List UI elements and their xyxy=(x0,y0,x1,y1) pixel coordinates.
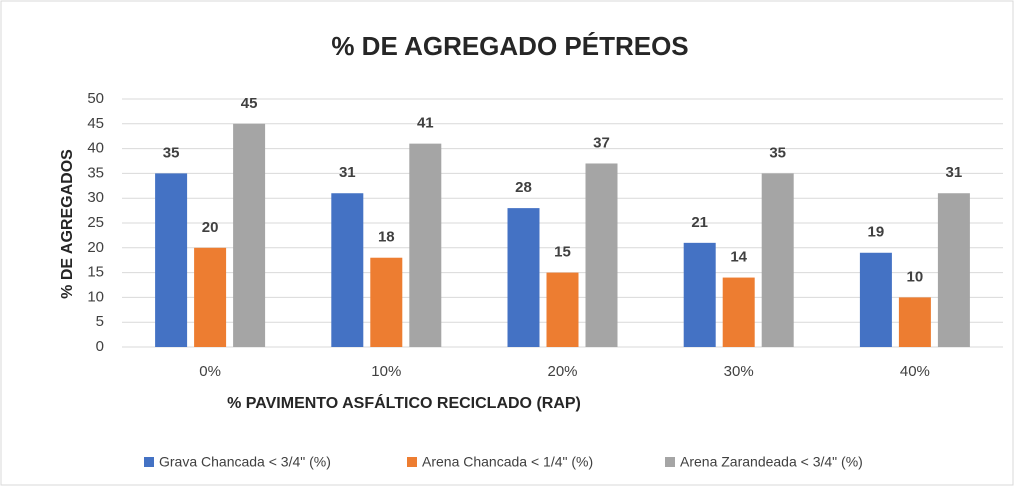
bar xyxy=(546,272,579,347)
y-axis-label: % DE AGREGADOS xyxy=(59,149,76,299)
legend-swatch xyxy=(665,457,675,467)
data-label: 15 xyxy=(554,244,571,261)
legend-label: Arena Chancada < 1/4" (%) xyxy=(422,454,593,470)
data-label: 20 xyxy=(202,219,219,236)
bar xyxy=(194,247,227,347)
bar xyxy=(722,277,755,347)
legend-swatch xyxy=(144,457,154,467)
y-tick-label: 15 xyxy=(87,264,104,281)
data-label: 18 xyxy=(378,229,395,246)
y-tick-label: 5 xyxy=(96,313,104,330)
data-label: 31 xyxy=(946,164,963,181)
legend-label: Arena Zarandeada < 3/4" (%) xyxy=(680,454,863,470)
y-tick-label: 45 xyxy=(87,115,104,132)
y-tick-label: 25 xyxy=(87,214,104,231)
bar xyxy=(761,173,794,347)
y-tick-label: 50 xyxy=(87,90,104,107)
bar xyxy=(859,252,892,347)
y-tick-label: 35 xyxy=(87,164,104,181)
bar xyxy=(155,173,188,347)
bar xyxy=(409,143,442,347)
bar xyxy=(507,208,540,347)
data-label: 35 xyxy=(163,144,180,161)
x-tick-label: 10% xyxy=(371,363,401,380)
y-tick-label: 20 xyxy=(87,239,104,256)
bar xyxy=(898,297,931,347)
data-label: 21 xyxy=(691,214,708,231)
x-tick-label: 20% xyxy=(547,363,577,380)
x-tick-label: 30% xyxy=(724,363,754,380)
bar xyxy=(233,123,266,347)
y-tick-label: 40 xyxy=(87,140,104,157)
chart-title: % DE AGREGADO PÉTREOS xyxy=(331,31,688,61)
y-tick-label: 0 xyxy=(96,338,104,355)
bar xyxy=(585,163,618,347)
data-label: 28 xyxy=(515,179,532,196)
data-label: 41 xyxy=(417,115,434,132)
bar xyxy=(683,242,716,347)
data-label: 37 xyxy=(593,134,610,151)
y-tick-label: 30 xyxy=(87,189,104,206)
bar xyxy=(331,193,364,347)
data-label: 14 xyxy=(730,249,747,266)
data-label: 45 xyxy=(241,95,258,112)
data-label: 35 xyxy=(769,144,786,161)
x-tick-label: 40% xyxy=(900,363,930,380)
bar xyxy=(370,257,403,347)
x-axis-label: % PAVIMENTO ASFÁLTICO RECICLADO (RAP) xyxy=(227,393,581,412)
legend-swatch xyxy=(407,457,417,467)
legend-label: Grava Chancada < 3/4" (%) xyxy=(159,454,331,470)
x-tick-label: 0% xyxy=(199,363,221,380)
data-label: 31 xyxy=(339,164,356,181)
data-label: 19 xyxy=(868,224,885,241)
bar xyxy=(937,193,970,347)
data-label: 10 xyxy=(907,268,924,285)
y-tick-label: 10 xyxy=(87,288,104,305)
